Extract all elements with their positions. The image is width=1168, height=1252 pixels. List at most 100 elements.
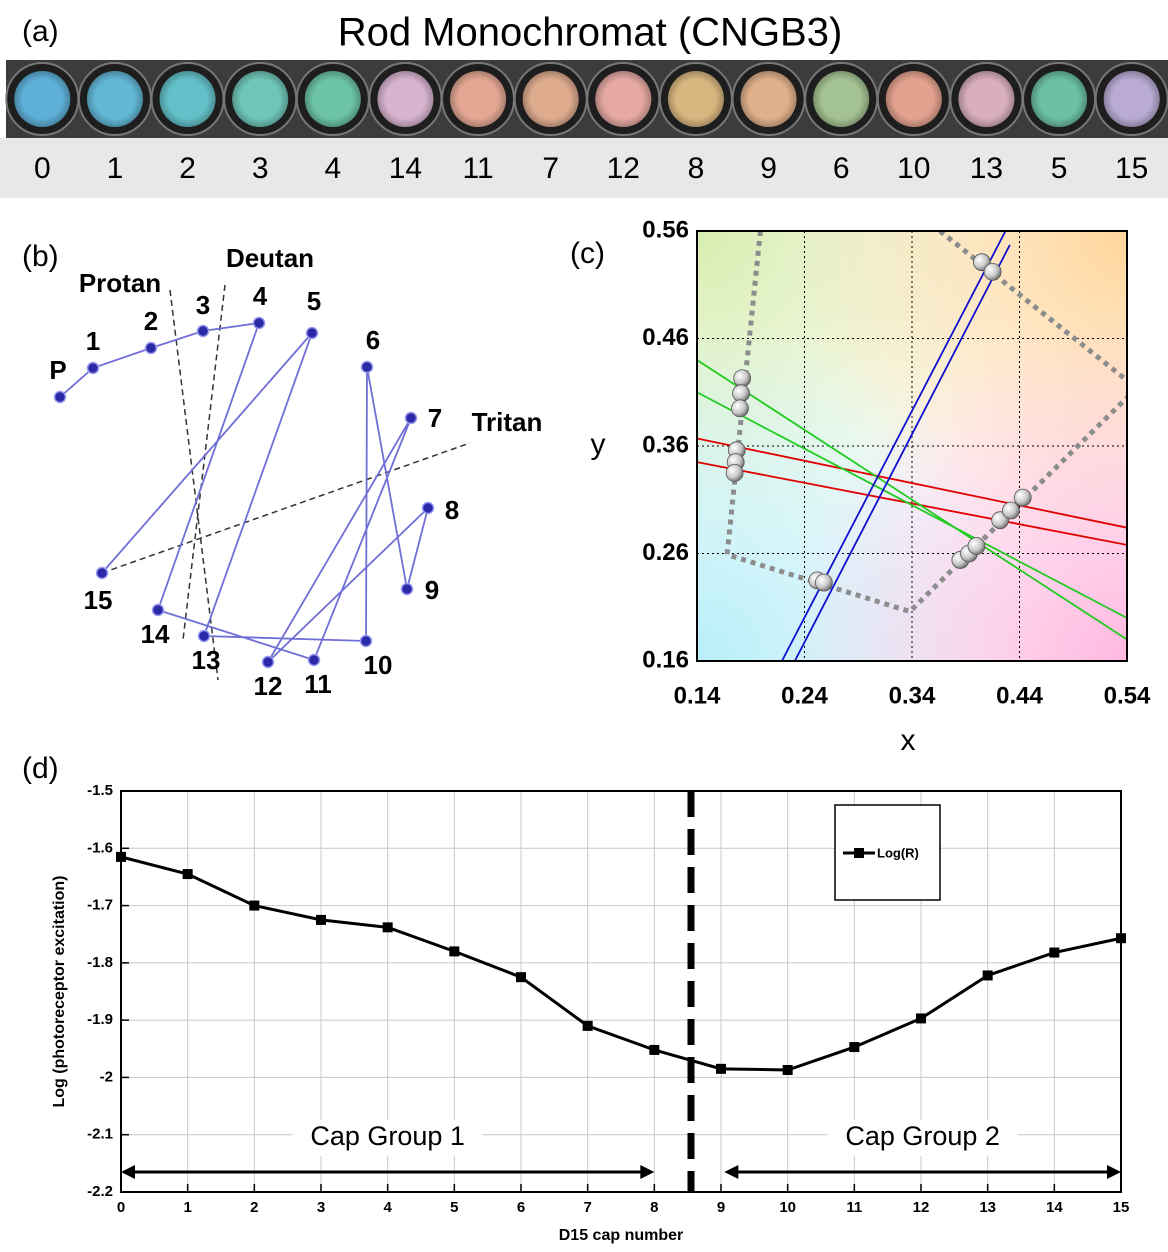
cap-point <box>732 400 749 417</box>
cap-node <box>406 413 417 424</box>
x-tick-label: 14 <box>1046 1199 1063 1216</box>
x-tick-label: 15 <box>1113 1199 1130 1216</box>
legend-label: Log(R) <box>877 845 919 860</box>
cap-point <box>726 464 743 481</box>
cap-shade <box>305 71 361 127</box>
plot-area <box>697 231 1127 661</box>
marker <box>849 1042 859 1052</box>
cap-node-label: 8 <box>445 495 459 525</box>
cap-number: 15 <box>1115 152 1148 185</box>
x-tick-label: 5 <box>450 1199 458 1216</box>
y-tick-label: 0.56 <box>642 216 689 243</box>
y-tick-label: -1.7 <box>87 897 113 914</box>
x-tick-label: 0.14 <box>674 682 721 709</box>
cap-node <box>254 318 265 329</box>
cap-node <box>263 657 274 668</box>
cap-number: 3 <box>252 152 269 185</box>
cap-node <box>55 392 66 403</box>
cap-node-label: 7 <box>428 403 442 433</box>
cap-node-label: 5 <box>307 286 321 316</box>
y-tick-label: 0.46 <box>642 324 689 351</box>
cap-shade <box>595 71 651 127</box>
annotation: Cap Group 1 <box>310 1121 465 1151</box>
cap-node-label: 10 <box>364 650 393 680</box>
y-tick-label: -2.2 <box>87 1183 113 1200</box>
cap-shade <box>87 71 143 127</box>
y-tick-label: -1.5 <box>87 782 113 799</box>
cap-node <box>362 362 373 373</box>
cap-point <box>1014 489 1031 506</box>
marker <box>783 1065 793 1075</box>
x-tick-label: 4 <box>383 1199 392 1216</box>
y-axis-label: y <box>591 428 606 461</box>
marker <box>983 970 993 980</box>
cap-shade <box>741 71 797 127</box>
confusion-axis-label: Tritan <box>472 407 543 437</box>
cap-point <box>733 385 750 402</box>
confusion-axis <box>183 285 225 640</box>
x-tick-label: 0 <box>117 1199 125 1216</box>
cap-shade <box>377 71 433 127</box>
marker <box>316 915 326 925</box>
x-tick-label: 12 <box>913 1199 930 1216</box>
cap-shade <box>668 71 724 127</box>
cap-shade <box>886 71 942 127</box>
cap-shade <box>813 71 869 127</box>
cap-shade <box>958 71 1014 127</box>
cap-shade <box>160 71 216 127</box>
cap-node <box>309 655 320 666</box>
marker <box>449 946 459 956</box>
y-axis-label: Log (photoreceptor excitation) <box>51 876 68 1108</box>
cap-number: 8 <box>688 152 705 185</box>
cap-node <box>146 343 157 354</box>
cap-node-label: 14 <box>141 619 170 649</box>
cap-node-label: 9 <box>425 575 439 605</box>
marker <box>1049 948 1059 958</box>
cap-node-label: P <box>49 355 66 385</box>
marker <box>649 1045 659 1055</box>
x-tick-label: 10 <box>779 1199 796 1216</box>
cap-point <box>984 263 1001 280</box>
cap-number: 0 <box>34 152 51 185</box>
cap-node-label: 6 <box>366 325 380 355</box>
cap-number: 13 <box>970 152 1003 185</box>
cap-point <box>968 537 985 554</box>
y-tick-label: 0.26 <box>642 539 689 566</box>
marker <box>916 1013 926 1023</box>
x-tick-label: 0.44 <box>996 682 1043 709</box>
x-tick-label: 6 <box>517 1199 525 1216</box>
x-tick-label: 0.34 <box>889 682 936 709</box>
x-tick-label: 13 <box>979 1199 996 1216</box>
cap-number: 4 <box>324 152 341 185</box>
y-tick-label: -1.9 <box>87 1011 113 1028</box>
cap-shade <box>450 71 506 127</box>
marker <box>383 922 393 932</box>
cap-node <box>423 503 434 514</box>
series-line <box>121 857 1121 1070</box>
y-tick-label: -2 <box>100 1068 113 1085</box>
cap-shade <box>14 71 70 127</box>
cap-node <box>402 584 413 595</box>
panel-b: (b) ProtanDeutanTritanP12345678910111213… <box>22 240 542 701</box>
cap-sequence <box>60 323 428 662</box>
x-tick-label: 0.24 <box>781 682 828 709</box>
panel-label: (b) <box>22 240 59 273</box>
cap-shade <box>523 71 579 127</box>
panel-label: (c) <box>570 237 605 270</box>
cap-number: 10 <box>897 152 930 185</box>
marker <box>516 972 526 982</box>
panel-label: (a) <box>22 15 59 48</box>
cap-number: 9 <box>760 152 777 185</box>
y-tick-label: -1.6 <box>87 839 113 856</box>
x-tick-label: 3 <box>317 1199 325 1216</box>
cap-number: 11 <box>462 152 493 185</box>
cap-node-label: 15 <box>84 585 113 615</box>
panel-d: (d)0123456789101112131415-2.2-2.1-2-1.9-… <box>22 752 1129 1244</box>
y-tick-label: 0.16 <box>642 646 689 673</box>
figure: (a) Rod Monochromat (CNGB3) 012341411712… <box>0 0 1168 1252</box>
y-tick-label: -1.8 <box>87 954 113 971</box>
cap-node <box>88 363 99 374</box>
marker <box>716 1064 726 1074</box>
marker <box>249 901 259 911</box>
